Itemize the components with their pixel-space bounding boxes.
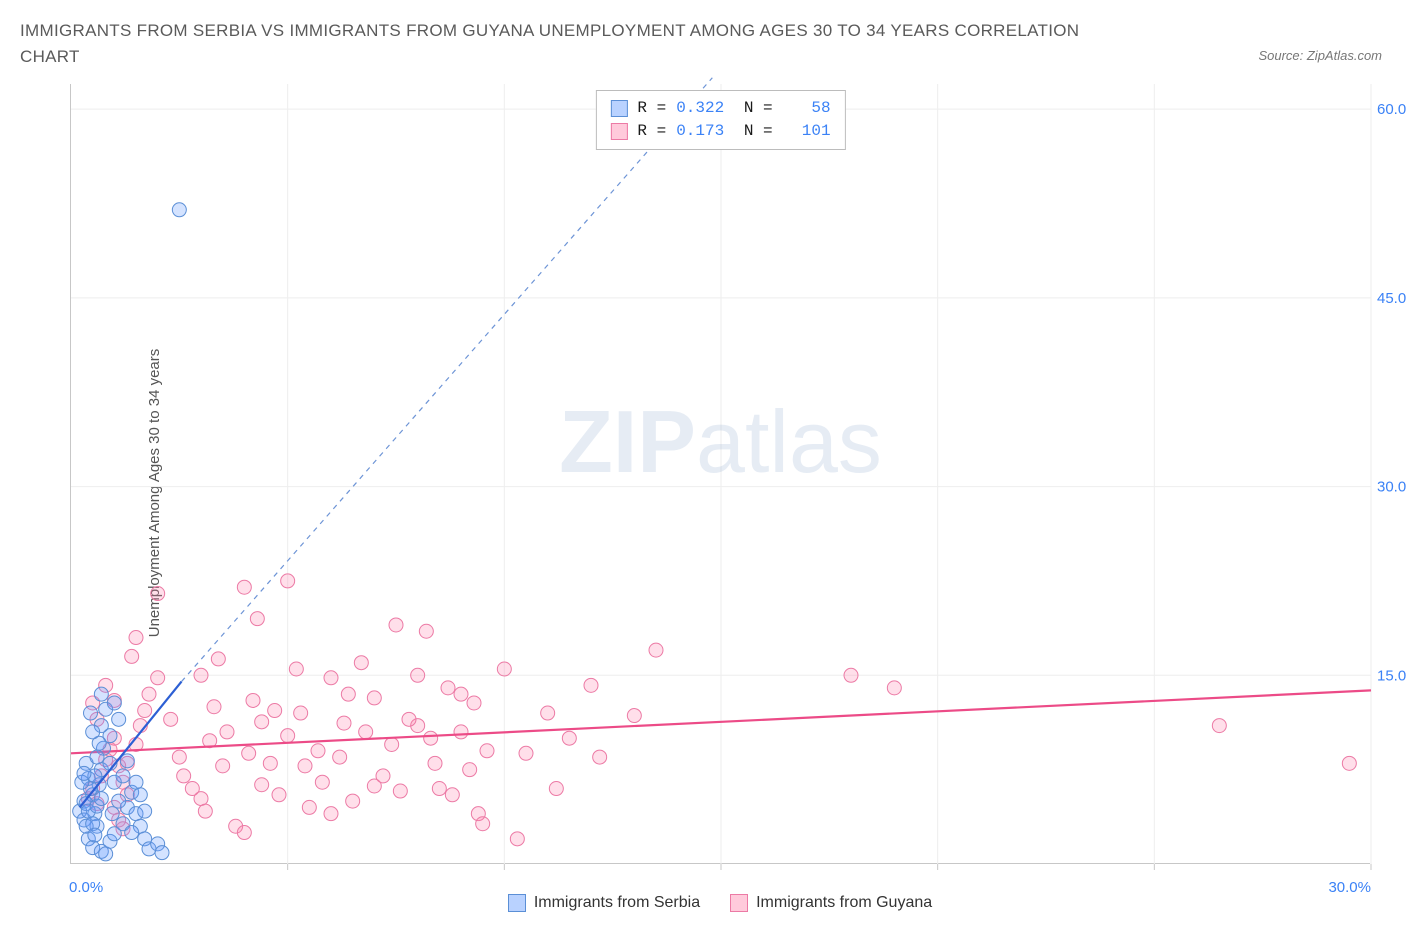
svg-text:60.0%: 60.0%	[1377, 101, 1406, 118]
plot-area: 15.0%30.0%45.0%60.0%0.0%30.0% R = 0.322 …	[70, 84, 1370, 864]
legend-row-serbia: R = 0.322 N = 58	[610, 97, 830, 120]
legend-n-key: N =	[734, 97, 772, 120]
legend-item-serbia: Immigrants from Serbia	[508, 894, 700, 912]
legend-n-key: N =	[734, 120, 772, 143]
legend-r-serbia: 0.322	[676, 97, 724, 120]
legend-label-serbia: Immigrants from Serbia	[534, 894, 700, 912]
scatter-svg: 15.0%30.0%45.0%60.0%0.0%30.0%	[71, 84, 1371, 864]
legend-r-key: R =	[637, 97, 666, 120]
legend-r-key: R =	[637, 120, 666, 143]
chart-title: IMMIGRANTS FROM SERBIA VS IMMIGRANTS FRO…	[20, 18, 1120, 69]
series-legend: Immigrants from Serbia Immigrants from G…	[70, 894, 1370, 912]
legend-item-guyana: Immigrants from Guyana	[730, 894, 932, 912]
legend-r-guyana: 0.173	[676, 120, 724, 143]
svg-text:30.0%: 30.0%	[1377, 479, 1406, 496]
legend-label-guyana: Immigrants from Guyana	[756, 894, 932, 912]
legend-swatch-guyana	[610, 123, 627, 140]
legend-row-guyana: R = 0.173 N = 101	[610, 120, 830, 143]
legend-swatch-serbia-bottom	[508, 894, 526, 912]
correlation-legend: R = 0.322 N = 58 R = 0.173 N = 101	[595, 90, 845, 150]
chart-container: Unemployment Among Ages 30 to 34 years 1…	[18, 78, 1386, 908]
legend-n-guyana: 101	[783, 120, 831, 143]
source-attribution: Source: ZipAtlas.com	[1258, 48, 1382, 63]
legend-swatch-guyana-bottom	[730, 894, 748, 912]
legend-swatch-serbia	[610, 100, 627, 117]
legend-n-serbia: 58	[783, 97, 831, 120]
svg-text:45.0%: 45.0%	[1377, 290, 1406, 307]
svg-text:15.0%: 15.0%	[1377, 667, 1406, 684]
